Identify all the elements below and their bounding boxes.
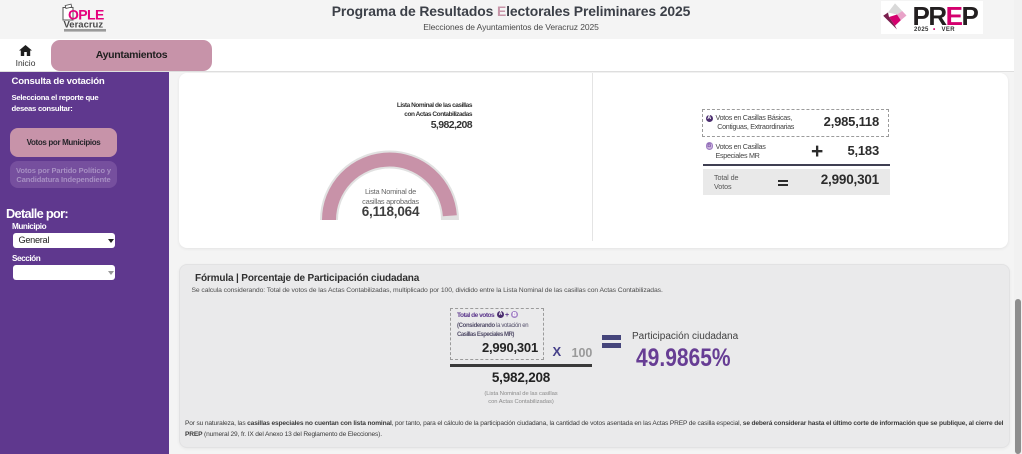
svg-text:•: • (933, 26, 936, 33)
svg-text:2025: 2025 (914, 27, 929, 33)
svg-text:PREP: PREP (913, 1, 979, 31)
svg-text:VER: VER (942, 27, 956, 33)
svg-text:Veracruz: Veracruz (64, 20, 104, 31)
svg-text:OPLE: OPLE (68, 7, 104, 23)
